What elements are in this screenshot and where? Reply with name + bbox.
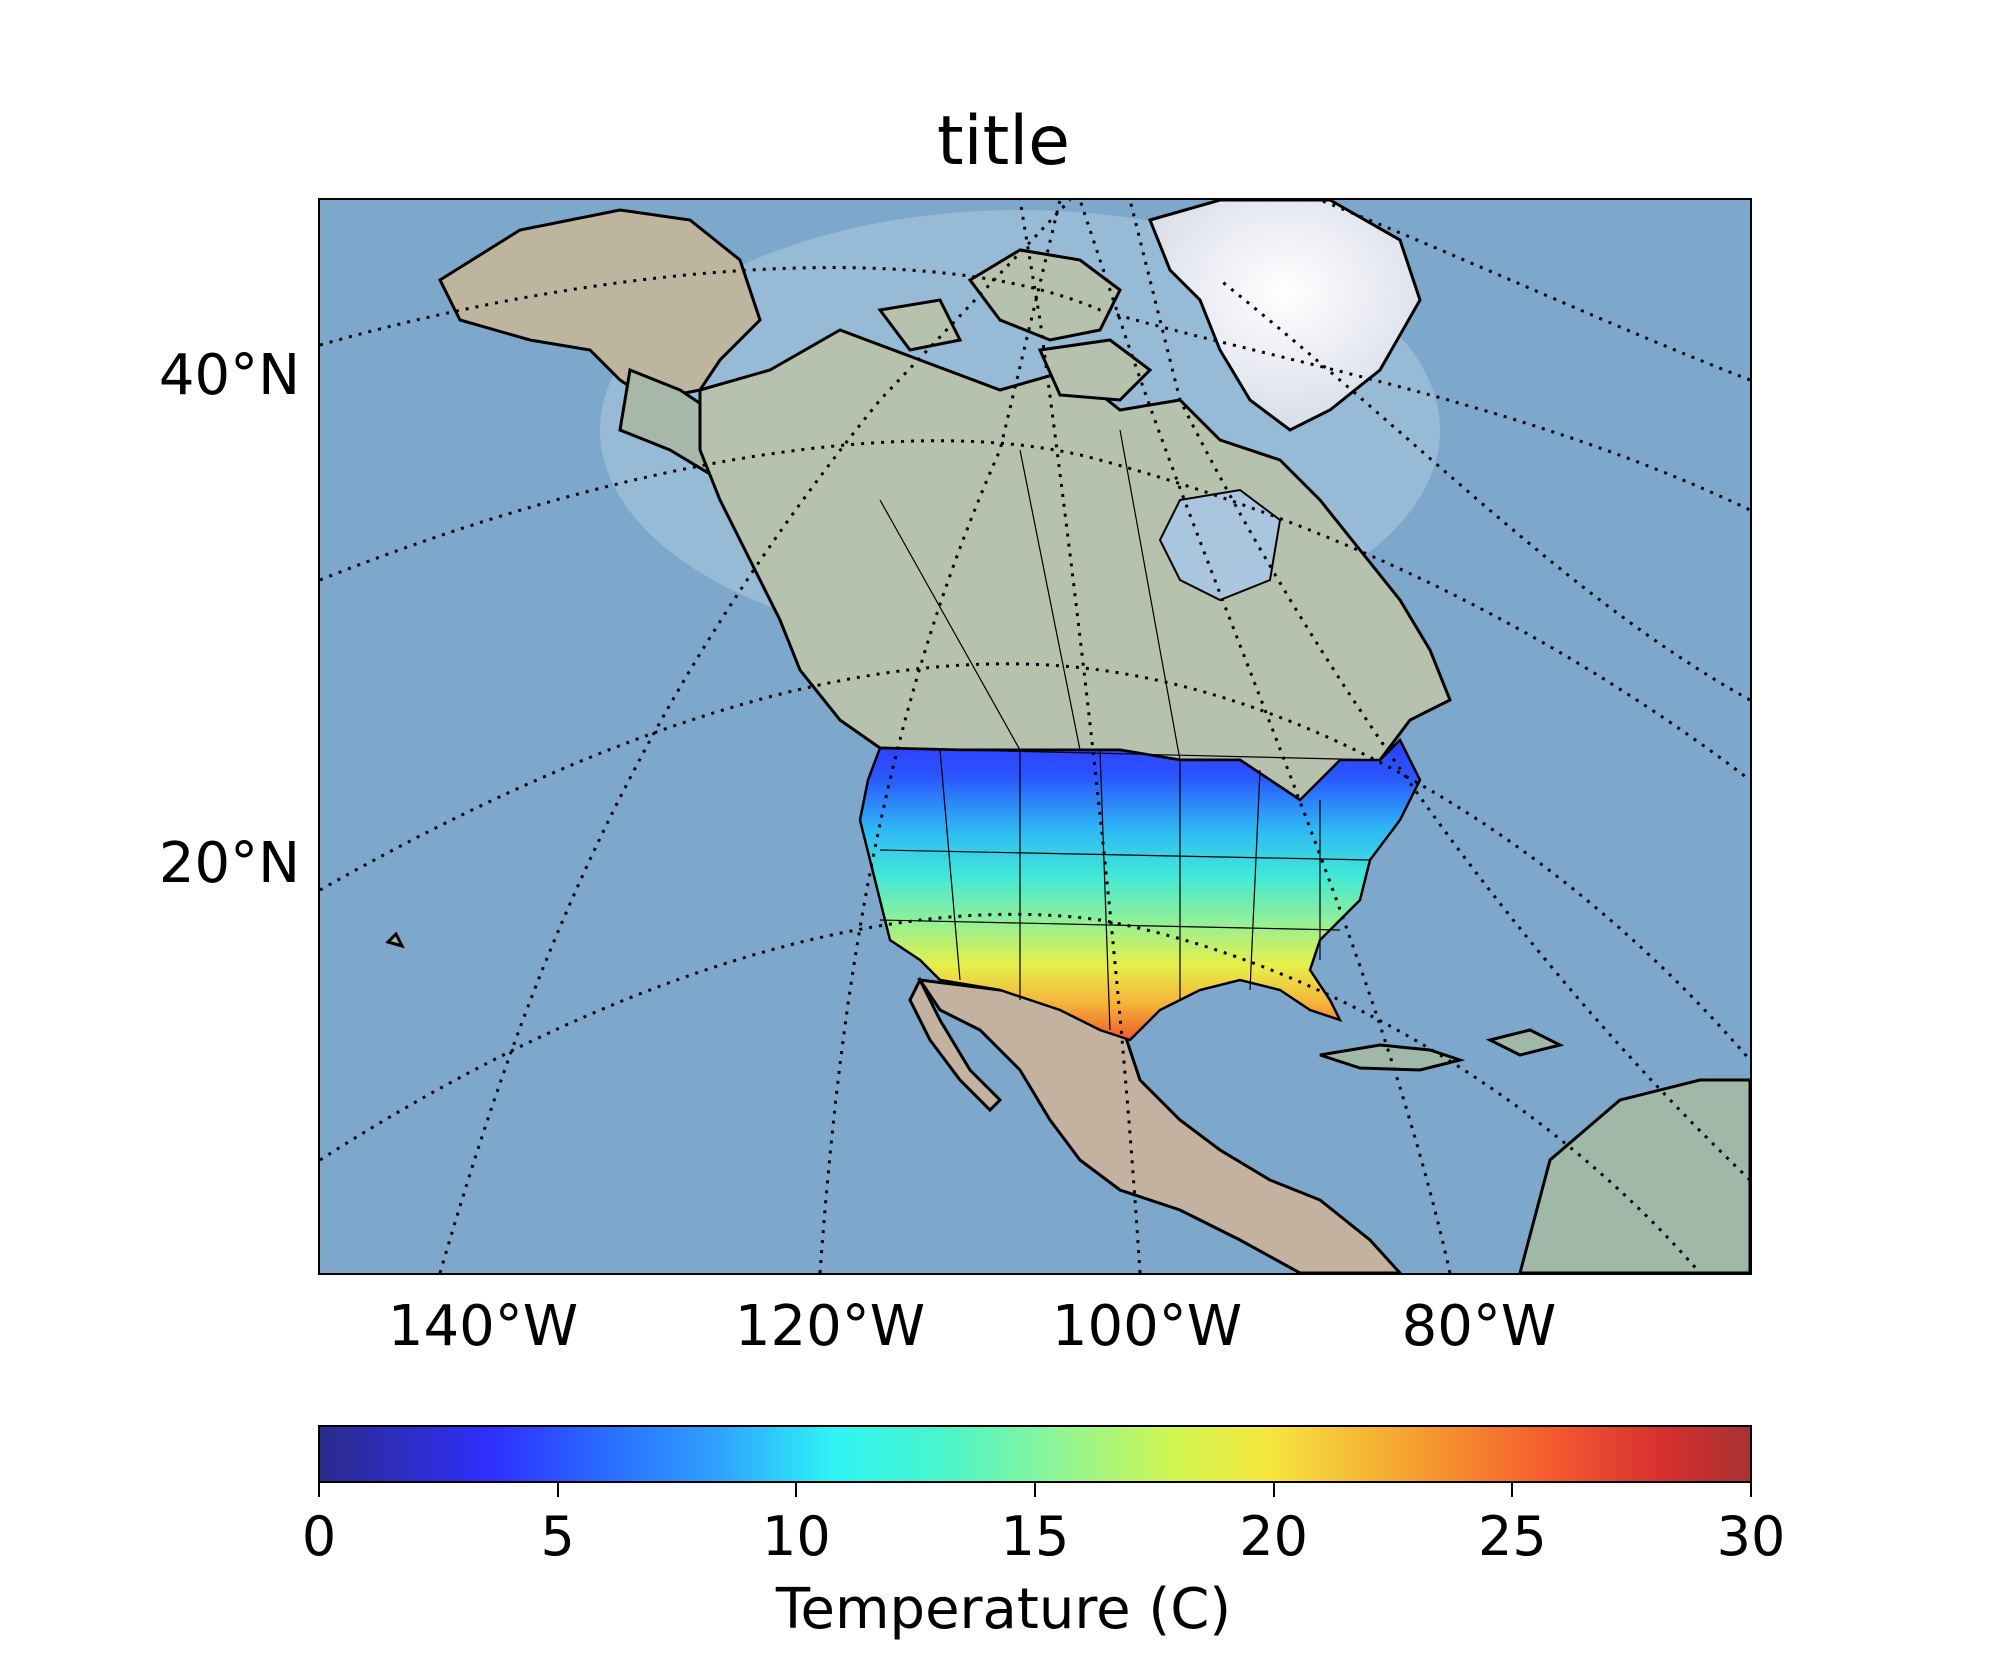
colorbar-tick-label: 20: [1239, 1505, 1309, 1568]
colorbar-tick-label: 10: [761, 1505, 831, 1568]
cuba: [1319, 1043, 1466, 1072]
colorbar-tick-mark: [318, 1483, 320, 1497]
hispaniola: [1485, 1028, 1565, 1057]
colorbar-tick-mark: [1511, 1483, 1514, 1497]
arctic-islands: [877, 248, 1153, 402]
colorbar-tick-mark: [1750, 1483, 1752, 1497]
political-borders: [879, 429, 1381, 1031]
greenland: [1147, 200, 1422, 432]
latitude-label-40n: 40°N: [158, 343, 300, 408]
colorbar-tick-mark: [556, 1483, 559, 1497]
colorbar-tick-mark: [795, 1483, 798, 1497]
alaska-landmass: [438, 208, 762, 402]
colorbar-tick-label: 5: [540, 1505, 575, 1568]
colorbar-tick-mark: [1272, 1483, 1275, 1497]
map-title: title: [937, 102, 1070, 181]
longitude-label-140w: 140°W: [387, 1294, 579, 1359]
graticule: [320, 200, 1750, 1273]
map-canvas: [320, 200, 1750, 1273]
latitude-label-20n: 20°N: [158, 831, 300, 896]
baja-california: [908, 976, 1003, 1113]
hudson-bay: [1158, 488, 1282, 602]
colorbar-label: Temperature (C): [775, 1577, 1232, 1642]
colorbar-tick-label: 30: [1716, 1505, 1786, 1568]
colorbar-tick-label: 25: [1477, 1505, 1547, 1568]
conus-temperature-field: [858, 737, 1422, 1042]
longitude-label-120w: 120°W: [734, 1294, 926, 1359]
longitude-label-80w: 80°W: [1401, 1294, 1557, 1359]
colorbar-tick-label: 15: [1000, 1505, 1070, 1568]
colorbar-tick-label: 0: [301, 1505, 337, 1568]
colorbar: [318, 1425, 1752, 1483]
south-america: [1518, 1078, 1750, 1273]
map-panel: [318, 198, 1752, 1275]
colorbar-tick-mark: [1034, 1483, 1036, 1497]
hawaii: [385, 931, 405, 949]
longitude-label-100w: 100°W: [1051, 1294, 1243, 1359]
